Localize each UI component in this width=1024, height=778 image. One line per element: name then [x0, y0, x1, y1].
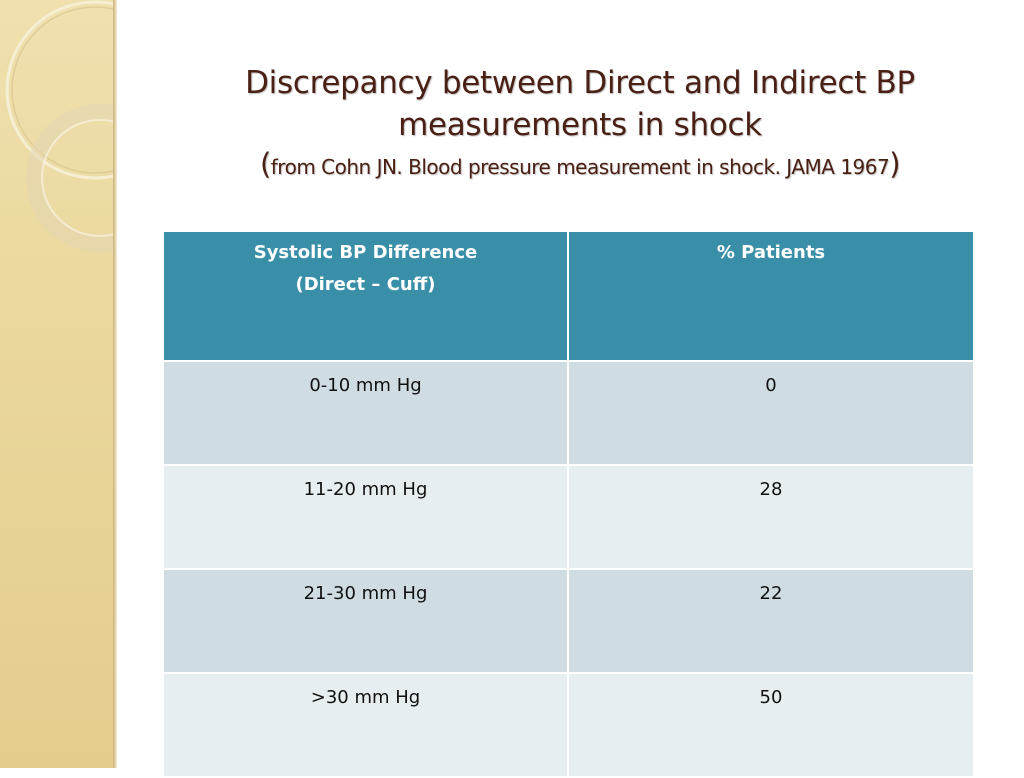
- header-difference-line-1: Systolic BP Difference: [253, 242, 478, 263]
- citation-close-paren: ): [889, 147, 901, 181]
- table-header-row: Systolic BP Difference (Direct – Cuff) %…: [162, 230, 975, 362]
- header-cell-percent: % Patients: [567, 230, 975, 362]
- cell-difference: 0-10 mm Hg: [162, 360, 569, 466]
- slide-title-line-1: Discrepancy between Direct and Indirect …: [245, 65, 915, 101]
- decorative-rings: [5, 0, 113, 252]
- header-difference-line-2: (Direct – Cuff): [295, 274, 436, 295]
- cell-percent: 28: [567, 464, 975, 570]
- table-row: 0-10 mm Hg 0: [162, 360, 975, 466]
- slide-title-line-2: measurements in shock: [398, 107, 762, 143]
- side-band-edge: [113, 0, 117, 768]
- citation-open-paren: (: [259, 147, 271, 181]
- header-percent-label: % Patients: [716, 242, 826, 263]
- slide-citation: (from Cohn JN. Blood pressure measuremen…: [150, 148, 1010, 183]
- side-decoration-band: [0, 0, 113, 768]
- cell-percent: 50: [567, 672, 975, 778]
- bp-discrepancy-table: Systolic BP Difference (Direct – Cuff) %…: [162, 230, 975, 778]
- slide-title-block: Discrepancy between Direct and Indirect …: [150, 62, 1010, 183]
- table-row: 11-20 mm Hg 28: [162, 464, 975, 570]
- cell-difference: 11-20 mm Hg: [162, 464, 569, 570]
- table-row: >30 mm Hg 50: [162, 672, 975, 778]
- header-cell-difference: Systolic BP Difference (Direct – Cuff): [162, 230, 569, 362]
- cell-percent: 22: [567, 568, 975, 674]
- table-row: 21-30 mm Hg 22: [162, 568, 975, 674]
- cell-difference: >30 mm Hg: [162, 672, 569, 778]
- citation-text: from Cohn JN. Blood pressure measurement…: [270, 155, 890, 179]
- cell-percent: 0: [567, 360, 975, 466]
- cell-difference: 21-30 mm Hg: [162, 568, 569, 674]
